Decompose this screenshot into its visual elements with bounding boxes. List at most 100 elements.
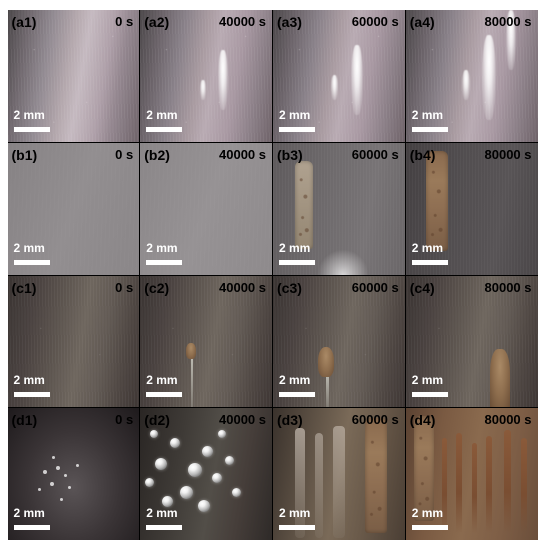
scale-bar bbox=[279, 127, 315, 132]
rust-streak bbox=[472, 443, 477, 533]
scale-text: 2 mm bbox=[279, 108, 310, 122]
scale-bar bbox=[146, 127, 182, 132]
scale-bar bbox=[146, 525, 182, 530]
rust-streak bbox=[521, 438, 527, 533]
scale-text: 2 mm bbox=[146, 373, 177, 387]
panel-b4: (b4) 80000 s 2 mm bbox=[406, 143, 538, 275]
time-label: 40000 s bbox=[219, 147, 266, 162]
scale-bar bbox=[146, 260, 182, 265]
rust-streak bbox=[504, 430, 511, 533]
panel-c4: (c4) 80000 s 2 mm bbox=[406, 276, 538, 408]
scale-bar bbox=[146, 392, 182, 397]
bright-streak bbox=[351, 45, 363, 115]
time-label: 0 s bbox=[115, 412, 133, 427]
corrosion-column bbox=[365, 418, 387, 533]
time-label: 40000 s bbox=[219, 412, 266, 427]
panel-label: (a1) bbox=[12, 14, 37, 30]
time-label: 80000 s bbox=[485, 14, 532, 29]
time-label: 80000 s bbox=[485, 147, 532, 162]
panel-c2: (c2) 40000 s 2 mm bbox=[140, 276, 272, 408]
panel-label: (a2) bbox=[144, 14, 169, 30]
time-label: 80000 s bbox=[485, 412, 532, 427]
panel-label: (b3) bbox=[277, 147, 303, 163]
panel-label: (a3) bbox=[277, 14, 302, 30]
bubble bbox=[145, 478, 154, 487]
scale-text: 2 mm bbox=[412, 506, 443, 520]
bubble bbox=[212, 473, 222, 483]
bright-streak bbox=[200, 80, 206, 100]
bright-streak bbox=[331, 75, 338, 100]
rust-streak bbox=[486, 436, 492, 533]
bubble bbox=[52, 456, 55, 459]
scale-bar bbox=[14, 260, 50, 265]
panel-label: (b4) bbox=[410, 147, 436, 163]
corrosion-column bbox=[295, 161, 313, 249]
panel-label: (c1) bbox=[12, 280, 37, 296]
bubble bbox=[180, 486, 193, 499]
scale-bar bbox=[412, 260, 448, 265]
bubble bbox=[60, 498, 63, 501]
time-label: 0 s bbox=[115, 280, 133, 295]
figure-grid: (a1) 0 s 2 mm (a2) 40000 s 2 mm (a3) 600… bbox=[8, 10, 538, 540]
time-label: 60000 s bbox=[352, 280, 399, 295]
bubble bbox=[232, 488, 241, 497]
panel-d3: (d3) 60000 s 2 mm bbox=[273, 408, 405, 540]
corrosion-growth bbox=[186, 343, 196, 359]
panel-label: (d3) bbox=[277, 412, 303, 428]
time-label: 0 s bbox=[115, 14, 133, 29]
bubble bbox=[225, 456, 234, 465]
panel-label: (a4) bbox=[410, 14, 435, 30]
panel-label: (d2) bbox=[144, 412, 170, 428]
scale-bar bbox=[412, 525, 448, 530]
scale-text: 2 mm bbox=[279, 241, 310, 255]
panel-d2: (d2) 40000 s 2 mm bbox=[140, 408, 272, 540]
time-label: 60000 s bbox=[352, 147, 399, 162]
bubble bbox=[155, 458, 167, 470]
corrosion-growth bbox=[490, 349, 510, 407]
bubble bbox=[188, 463, 202, 477]
corrosion-column bbox=[426, 151, 448, 251]
bubble bbox=[170, 438, 180, 448]
corrosion-growth bbox=[318, 347, 334, 377]
bright-streak bbox=[462, 70, 470, 100]
scale-text: 2 mm bbox=[146, 108, 177, 122]
scale-bar bbox=[279, 260, 315, 265]
panel-label: (d1) bbox=[12, 412, 38, 428]
panel-a3: (a3) 60000 s 2 mm bbox=[273, 10, 405, 142]
time-label: 40000 s bbox=[219, 14, 266, 29]
bubble bbox=[76, 464, 79, 467]
bubble bbox=[64, 474, 67, 477]
bubble bbox=[218, 430, 226, 438]
scale-text: 2 mm bbox=[146, 241, 177, 255]
scale-bar bbox=[14, 392, 50, 397]
scale-text: 2 mm bbox=[279, 506, 310, 520]
scale-text: 2 mm bbox=[412, 373, 443, 387]
vertical-streak bbox=[333, 426, 345, 538]
scale-text: 2 mm bbox=[14, 241, 45, 255]
panel-label: (b2) bbox=[144, 147, 170, 163]
vertical-streak bbox=[295, 428, 305, 538]
scale-bar bbox=[412, 392, 448, 397]
scale-bar bbox=[14, 525, 50, 530]
panel-b3: (b3) 60000 s 2 mm bbox=[273, 143, 405, 275]
scale-text: 2 mm bbox=[14, 108, 45, 122]
scale-bar bbox=[14, 127, 50, 132]
bright-streak bbox=[482, 35, 496, 120]
panel-d4: (d4) 80000 s 2 mm bbox=[406, 408, 538, 540]
panel-b1: (b1) 0 s 2 mm bbox=[8, 143, 140, 275]
scale-bar bbox=[412, 127, 448, 132]
vertical-streak bbox=[315, 433, 323, 538]
bubble bbox=[50, 482, 54, 486]
bubble bbox=[38, 488, 41, 491]
panel-d1: (d1) 0 s 2 mm bbox=[8, 408, 140, 540]
bubble bbox=[56, 466, 60, 470]
bubble bbox=[68, 486, 71, 489]
bubble bbox=[198, 500, 210, 512]
scale-text: 2 mm bbox=[14, 506, 45, 520]
panel-label: (c3) bbox=[277, 280, 302, 296]
time-label: 0 s bbox=[115, 147, 133, 162]
bright-streak bbox=[218, 50, 228, 110]
panel-a1: (a1) 0 s 2 mm bbox=[8, 10, 140, 142]
glare bbox=[313, 245, 373, 275]
scale-text: 2 mm bbox=[146, 506, 177, 520]
